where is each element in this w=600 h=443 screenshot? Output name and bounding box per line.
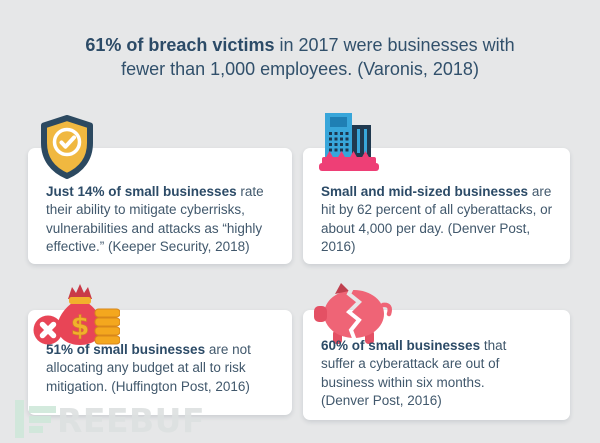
freebuf-logo-bar — [15, 400, 24, 438]
stat-card-text: Small and mid-sized businesses are hit b… — [321, 183, 558, 257]
freebuf-logo-text: REEBUF — [57, 400, 205, 440]
stat-card-body: are hit by 62 percent of all cyberattack… — [321, 184, 553, 255]
stat-card-lead: 60% of small businesses — [321, 338, 481, 353]
buildings-icon — [319, 113, 379, 171]
stat-card-text: 60% of small businesses that suffer a cy… — [321, 337, 526, 411]
stat-card-text: Just 14% of small businesses rate their … — [46, 183, 287, 257]
freebuf-watermark: REEBUF — [15, 400, 205, 438]
stat-card-body: that suffer a cyberattack are out of bus… — [321, 338, 507, 409]
broken-piggy-bank-icon — [314, 283, 392, 344]
headline: 61% of breach victims in 2017 were busin… — [74, 33, 526, 82]
stat-card-lead: Small and mid-sized businesses — [321, 184, 529, 199]
coin-stack — [94, 308, 120, 345]
stat-card-mitigation-confidence: Just 14% of small businesses rate their … — [28, 115, 292, 264]
headline-stat: 61% of breach victims — [85, 35, 275, 55]
stat-card-body: are not allocating any budget at all to … — [46, 342, 251, 394]
dollar-sign-glyph: $ — [71, 311, 90, 342]
shield-check-icon — [41, 115, 93, 179]
headline-rest: in 2017 were businesses with fewer than … — [121, 35, 515, 80]
stat-card-attack-share: Small and mid-sized businesses are hit b… — [303, 113, 570, 264]
stat-card-no-budget: $ 51% of small businesses are not alloca… — [28, 284, 292, 415]
stat-card-lead: Just 14% of small businesses — [46, 184, 237, 199]
money-bag-no-budget-icon: $ — [33, 284, 120, 345]
stat-card-lead: 51% of small businesses — [46, 342, 206, 357]
freebuf-logo-f-icon — [29, 405, 56, 433]
stat-card-body: rate their ability to mitigate cyberrisk… — [46, 184, 264, 255]
stat-card-text: 51% of small businesses are not allocati… — [46, 341, 270, 396]
stat-card-out-of-business: 60% of small businesses that suffer a cy… — [303, 283, 570, 420]
